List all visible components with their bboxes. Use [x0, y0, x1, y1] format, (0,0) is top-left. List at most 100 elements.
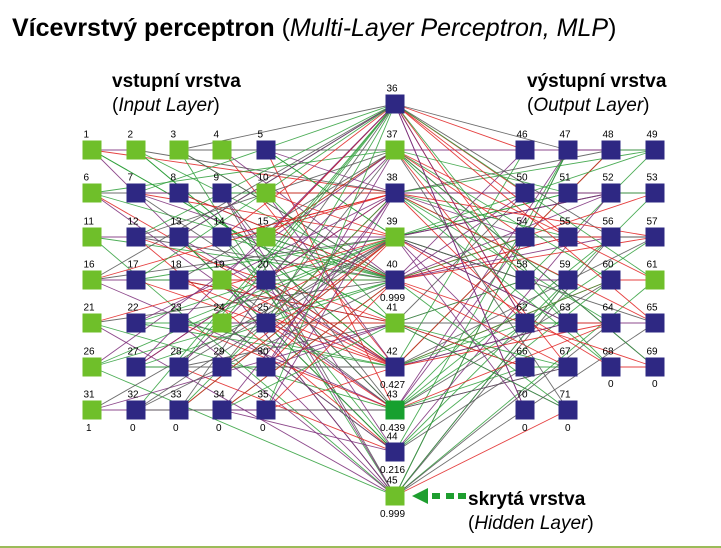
connection-line [394, 192, 612, 281]
neuron-label: 54 [517, 217, 529, 228]
input-layer-caption: vstupní vrstva (Input Layer) [112, 71, 241, 116]
connection-line [135, 279, 396, 411]
input-neuron-21 [82, 313, 102, 333]
input-neuron-30 [256, 357, 276, 377]
input-neuron-2 [126, 140, 146, 160]
connection-line [394, 322, 612, 497]
connection-line [394, 279, 569, 497]
connection-line [394, 149, 569, 453]
input-neuron-13 [169, 227, 189, 247]
neuron-label: 4 [214, 130, 220, 141]
neuron-label: 16 [84, 260, 96, 271]
connection-line [178, 322, 396, 411]
connection-line [265, 103, 396, 411]
neuron-label: 42 [387, 347, 399, 358]
connection-line [178, 236, 396, 324]
neuron-label: 36 [387, 84, 399, 95]
output-neuron-58 [515, 270, 535, 290]
connection-line [221, 192, 396, 411]
neuron-label: 43 [387, 390, 399, 401]
input-neuron-3 [169, 140, 189, 160]
connection-line [265, 366, 396, 411]
input-value-label: 0 [130, 423, 136, 434]
neuron-label: 69 [647, 347, 659, 358]
neuron-label: 51 [560, 173, 572, 184]
connection-line [394, 103, 612, 238]
hidden-neuron-43 [385, 400, 405, 420]
connection-line [178, 366, 396, 453]
connection-line [394, 192, 569, 238]
neuron-label: 2 [128, 130, 134, 141]
connection-line [394, 149, 569, 368]
connection-line [265, 192, 396, 411]
input-neuron-18 [169, 270, 189, 290]
connection-line [265, 149, 396, 238]
output-neuron-68 [601, 357, 621, 377]
neuron-label: 9 [214, 173, 220, 184]
input-neuron-29 [212, 357, 232, 377]
neuron-label: 7 [128, 173, 134, 184]
connection-line [178, 149, 396, 281]
neuron-label: 38 [387, 173, 399, 184]
input-neuron-33 [169, 400, 189, 420]
input-neuron-16 [82, 270, 102, 290]
neuron-label: 12 [128, 217, 140, 228]
input-value-label: 0 [173, 423, 179, 434]
output-neuron-62 [515, 313, 535, 333]
neuron-label: 20 [258, 260, 270, 271]
output-value-label: 0 [652, 379, 658, 390]
input-neuron-5 [256, 140, 276, 160]
connection-line [394, 279, 612, 368]
input-neuron-14 [212, 227, 232, 247]
input-neuron-22 [126, 313, 146, 333]
input-neuron-4 [212, 140, 232, 160]
hidden-value-label: 0.999 [380, 509, 405, 520]
input-neuron-9 [212, 183, 232, 203]
connection-line [91, 103, 396, 281]
connection-line [221, 322, 396, 411]
neuron-label: 33 [171, 390, 183, 401]
neuron-label: 26 [84, 347, 96, 358]
input-value-label: 0 [216, 423, 222, 434]
hidden-neuron-41 [385, 313, 405, 333]
connection-line [394, 322, 569, 411]
neuron-label: 30 [258, 347, 270, 358]
output-neuron-66 [515, 357, 535, 377]
connection-line [394, 149, 656, 281]
neuron-label: 10 [258, 173, 270, 184]
connection-line [394, 279, 569, 411]
output-neuron-48 [601, 140, 621, 160]
connection-line [221, 103, 396, 238]
neuron-label: 39 [387, 217, 399, 228]
neuron-label: 47 [560, 130, 572, 141]
title-main: Vícevrstvý perceptron [12, 14, 275, 42]
connections [91, 103, 656, 497]
input-neuron-24 [212, 313, 232, 333]
output-value-label: 0 [565, 423, 571, 434]
connection-line [394, 366, 526, 411]
neuron-label: 49 [647, 130, 659, 141]
hidden-neuron-44 [385, 442, 405, 462]
hidden-value-label: 0.216 [380, 465, 405, 476]
output-value-label: 0 [522, 423, 528, 434]
neuron-label: 31 [84, 390, 96, 401]
hidden-neuron-40 [385, 270, 405, 290]
hidden-value-label: 0.999 [380, 293, 405, 304]
bottom-rule [0, 546, 721, 548]
output-neuron-53 [645, 183, 665, 203]
connection-line [394, 366, 569, 411]
connection-line [265, 279, 396, 368]
hidden-neuron-42 [385, 357, 405, 377]
output-neuron-46 [515, 140, 535, 160]
output-value-label: 0 [608, 379, 614, 390]
connection-line [265, 149, 396, 368]
output-neuron-67 [558, 357, 578, 377]
neuron-label: 6 [84, 173, 90, 184]
output-neuron-54 [515, 227, 535, 247]
neuron-label: 50 [517, 173, 529, 184]
connection-line [178, 103, 396, 238]
output-neuron-56 [601, 227, 621, 247]
neuron-label: 21 [84, 303, 96, 314]
neuron-label: 64 [603, 303, 615, 314]
